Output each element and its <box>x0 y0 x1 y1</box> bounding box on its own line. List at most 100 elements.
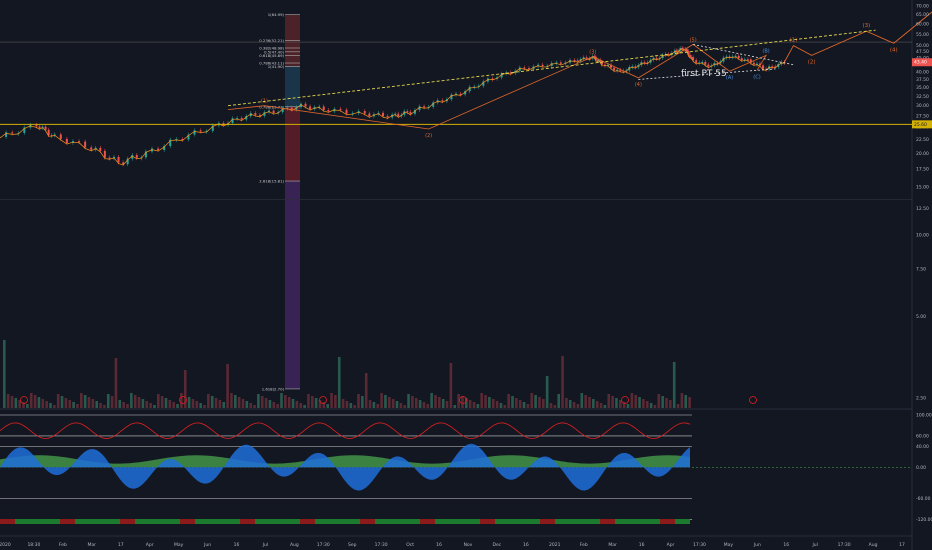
candle-body <box>84 141 87 148</box>
candle-body <box>272 110 275 114</box>
candle-body <box>135 155 138 158</box>
volume-bar <box>495 401 499 408</box>
status-strip-cell <box>210 519 225 524</box>
time-tick-label: 16 <box>523 542 529 548</box>
status-strip-cell <box>615 519 630 524</box>
candle-body <box>231 118 234 124</box>
fib-zone-middle <box>285 66 300 107</box>
volume-bar <box>638 397 641 408</box>
status-strip-cell <box>360 519 375 524</box>
candle-body <box>187 134 190 140</box>
volume-bar <box>110 396 114 408</box>
volume-bar <box>29 393 33 408</box>
candle-body <box>610 64 613 68</box>
volume-bar <box>187 397 191 408</box>
price-tick-label: 30.00 <box>916 103 929 109</box>
status-strip-cell <box>30 519 45 524</box>
volume-bar <box>68 400 72 408</box>
volume-bar <box>318 400 322 408</box>
volume-bar <box>634 395 637 408</box>
signal-circle-marker <box>459 396 467 404</box>
fib-level-label: 0.786(43.11) <box>259 61 284 66</box>
candle-body <box>588 58 591 60</box>
candle-body <box>11 132 14 134</box>
volume-bar <box>172 402 175 408</box>
volume-bar <box>565 398 568 408</box>
candle-body <box>676 50 679 52</box>
status-strip-cell <box>120 519 135 524</box>
channel-upper-line <box>227 29 876 107</box>
volume-bar <box>299 403 303 408</box>
time-tick-label: Feb <box>580 542 588 548</box>
fib-level-label: 0.618(45.89) <box>259 53 284 58</box>
candle-body <box>613 67 616 71</box>
projection-label: (4) <box>890 47 898 53</box>
candle-body <box>44 126 47 130</box>
candle-body <box>23 127 26 133</box>
status-strip-cell <box>90 519 105 524</box>
candle-body <box>427 106 430 108</box>
volume-bar <box>49 403 52 408</box>
candle-body <box>240 118 243 120</box>
candle-body <box>631 66 634 68</box>
candle-body <box>286 107 289 109</box>
time-tick-label: 17 <box>899 542 905 548</box>
time-tick-label: 2020 <box>0 542 11 548</box>
candle-body <box>50 135 53 137</box>
status-strip-cell <box>0 519 15 524</box>
price-tick-label: 12.50 <box>916 206 929 212</box>
candle-body <box>755 63 758 65</box>
candle-body <box>731 56 734 58</box>
volume-bar <box>345 401 349 408</box>
status-strip-cell <box>105 519 120 524</box>
time-tick-label: 17:30 <box>317 542 330 548</box>
candle-body <box>687 51 690 56</box>
volume-bar <box>372 402 376 408</box>
status-strip-cell <box>135 519 150 524</box>
volume-bar <box>603 405 607 408</box>
status-strip-cell <box>150 519 165 524</box>
price-tick-label: 2.50 <box>916 396 926 402</box>
candle-body <box>450 94 453 100</box>
volume-bar <box>611 396 614 408</box>
candle-body <box>368 113 371 117</box>
volume-bar <box>22 402 25 408</box>
candle-body <box>35 124 38 127</box>
volume-bar <box>599 403 603 408</box>
projection-label: (3) <box>863 23 871 29</box>
candle-body <box>432 102 435 107</box>
status-strip-cell <box>420 519 435 524</box>
status-strip-cell <box>630 519 645 524</box>
candle-body <box>403 111 406 115</box>
osc-tick-label: 0.00 <box>916 465 926 471</box>
wave-label: (B) <box>762 48 769 54</box>
volume-bar <box>264 398 268 408</box>
candle-body <box>78 141 81 143</box>
candle-body <box>386 116 389 118</box>
volume-bar <box>476 404 480 408</box>
candle-body <box>628 67 631 71</box>
volume-bar <box>645 401 649 408</box>
osc-tick-label: 40.00 <box>916 444 929 450</box>
price-tick-label: 27.50 <box>916 113 929 119</box>
candle-body <box>643 62 646 64</box>
volume-bar <box>411 396 414 408</box>
fib-level-label: 0.5(47.40) <box>264 49 284 54</box>
volume-bar <box>126 404 129 408</box>
candle-body <box>692 57 695 61</box>
volume-bar <box>226 364 229 408</box>
volume-bar <box>164 398 168 408</box>
volume-bar <box>272 402 276 408</box>
volume-bar <box>141 399 145 408</box>
fib-level-label: 2.618(15.81) <box>259 179 284 184</box>
candle-body <box>131 155 134 159</box>
status-strip-cell <box>300 519 315 524</box>
volume-bar <box>95 401 98 408</box>
volume-bar <box>430 393 433 408</box>
volume-bar <box>218 400 222 408</box>
candle-body <box>281 108 284 113</box>
price-tick-label: 55.00 <box>916 32 929 38</box>
candle-body <box>193 130 196 135</box>
time-tick-label: Jul <box>262 542 268 548</box>
